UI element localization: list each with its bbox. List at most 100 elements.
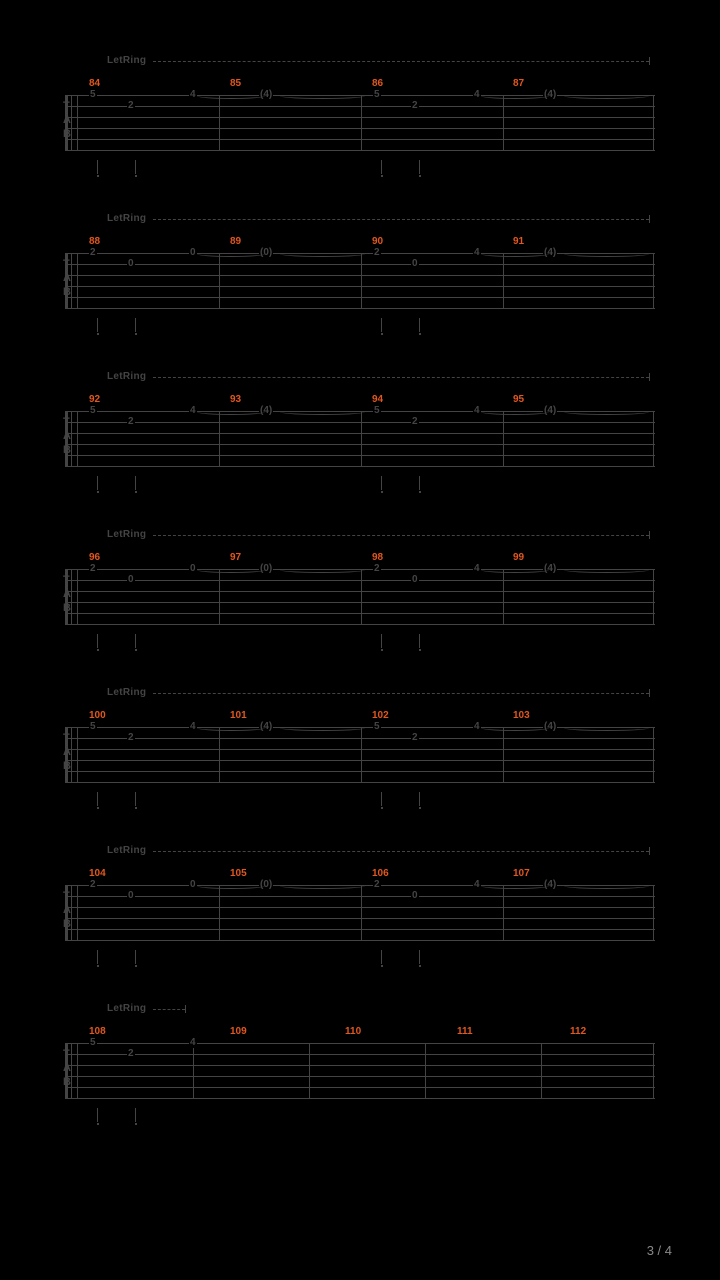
measure-number: 98 [372, 552, 383, 563]
measure-number: 103 [513, 710, 530, 721]
tab-staff [65, 727, 655, 782]
barline [503, 253, 504, 308]
measure-number: 104 [89, 868, 106, 879]
tie-arc [280, 409, 365, 415]
barline [219, 885, 220, 940]
measure-number: 111 [457, 1026, 473, 1037]
stem [97, 318, 98, 332]
barline [219, 569, 220, 624]
barline [653, 569, 654, 624]
string-line [65, 613, 655, 614]
tie-arc [481, 93, 549, 99]
rhythm-dot [97, 965, 99, 967]
tab-system: LetRingTAB100101102103524(4)524(4) [65, 687, 655, 812]
rhythm-dot [135, 807, 137, 809]
tie-arc [481, 251, 549, 257]
measure-number: 95 [513, 394, 524, 405]
stem [381, 634, 382, 648]
barline [71, 411, 72, 466]
fret-number: 2 [411, 416, 419, 427]
fret-number: 2 [127, 100, 135, 111]
stem [97, 160, 98, 174]
stem [135, 634, 136, 648]
measure-number: 94 [372, 394, 383, 405]
barline [65, 95, 68, 150]
tab-system: LetRingTAB84858687524(4)524(4) [65, 55, 655, 180]
string-line [65, 1076, 655, 1077]
fret-number: 0 [189, 879, 197, 890]
fret-number: 5 [373, 721, 381, 732]
fret-number: 0 [127, 574, 135, 585]
measure-number: 101 [230, 710, 247, 721]
stem [135, 792, 136, 806]
stem [135, 1108, 136, 1122]
measure-number: 107 [513, 868, 530, 879]
barline [65, 885, 68, 940]
stem [381, 950, 382, 964]
stem [381, 318, 382, 332]
tie-arc [481, 567, 549, 573]
tie-arc [197, 409, 265, 415]
string-line [65, 1043, 655, 1044]
fret-number: 4 [189, 1037, 197, 1048]
tie-arc [564, 251, 649, 257]
measure-number: 102 [372, 710, 389, 721]
tab-staff [65, 253, 655, 308]
string-line [65, 128, 655, 129]
let-ring-line [153, 61, 649, 62]
rhythm-dot [419, 175, 421, 177]
fret-number: 2 [127, 416, 135, 427]
tie-arc [280, 93, 365, 99]
barline [77, 411, 78, 466]
tie-arc [280, 883, 365, 889]
fret-number: 4 [189, 405, 197, 416]
barline [77, 569, 78, 624]
barline [65, 411, 68, 466]
let-ring-line [153, 851, 649, 852]
barline [653, 411, 654, 466]
string-line [65, 297, 655, 298]
tie-arc [197, 725, 265, 731]
rhythm-dot [97, 649, 99, 651]
stem [419, 950, 420, 964]
measure-number: 106 [372, 868, 389, 879]
string-line [65, 749, 655, 750]
barline [77, 885, 78, 940]
stem [135, 318, 136, 332]
barline [503, 885, 504, 940]
measure-number: 84 [89, 78, 100, 89]
tab-staff [65, 95, 655, 150]
tab-staff [65, 1043, 655, 1098]
let-ring-label: LetRing [107, 687, 146, 698]
let-ring-end [649, 373, 650, 381]
rhythm-dot [135, 649, 137, 651]
string-line [65, 760, 655, 761]
string-line [65, 466, 655, 467]
let-ring-end [649, 689, 650, 697]
string-line [65, 907, 655, 908]
rhythm-dot [419, 333, 421, 335]
tab-system: LetRingTAB88899091200(0)204(4) [65, 213, 655, 338]
fret-number: 5 [89, 721, 97, 732]
string-line [65, 771, 655, 772]
tie-arc [280, 251, 365, 257]
stem [419, 160, 420, 174]
string-line [65, 782, 655, 783]
rhythm-dot [419, 807, 421, 809]
barline [71, 95, 72, 150]
let-ring-line [153, 219, 649, 220]
measure-number: 90 [372, 236, 383, 247]
barline [65, 569, 68, 624]
string-line [65, 455, 655, 456]
fret-number: 5 [373, 89, 381, 100]
rhythm-dot [381, 807, 383, 809]
tab-staff [65, 569, 655, 624]
tie-arc [564, 883, 649, 889]
rhythm-dot [135, 333, 137, 335]
barline [503, 727, 504, 782]
let-ring-label: LetRing [107, 529, 146, 540]
fret-number: 4 [473, 879, 481, 890]
fret-number: 4 [473, 563, 481, 574]
let-ring-line [153, 1009, 185, 1010]
let-ring-label: LetRing [107, 213, 146, 224]
